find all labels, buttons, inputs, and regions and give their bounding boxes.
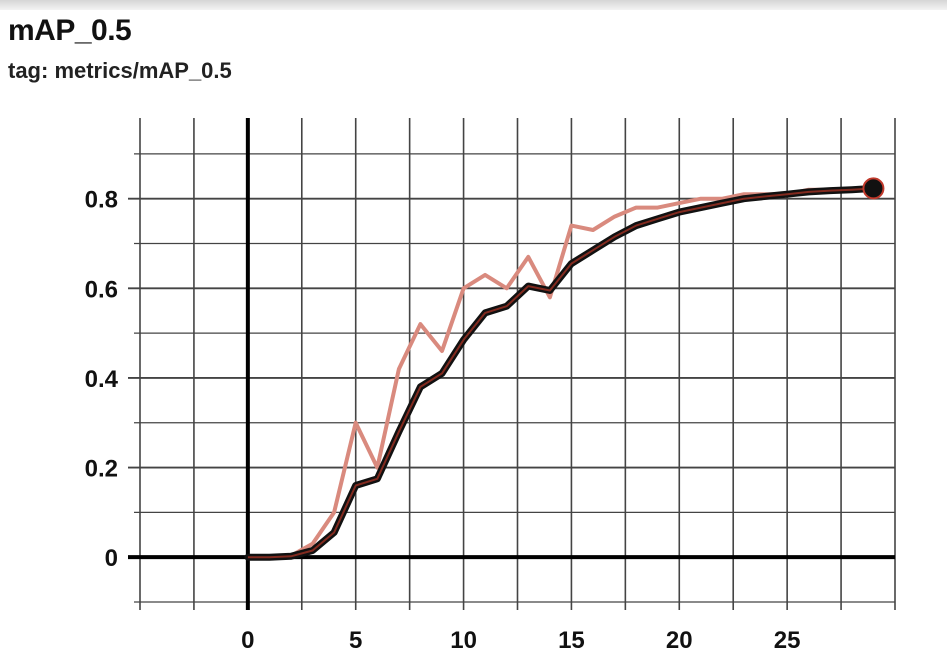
x-tick-label: 5 [349, 627, 362, 654]
x-tick-label: 0 [241, 627, 254, 654]
y-tick-label: 0.2 [85, 456, 118, 483]
x-tick-label: 25 [774, 627, 801, 654]
y-tick-label: 0.8 [85, 187, 118, 214]
card-tag: tag: metrics/mAP_0.5 [8, 58, 232, 83]
y-tick-label: 0.4 [85, 366, 119, 393]
smoothed-series-overlay [247, 187, 874, 559]
x-tick-label: 20 [666, 627, 693, 654]
x-tick-label: 10 [450, 627, 477, 654]
highlight-point[interactable] [862, 177, 885, 200]
tick-labels: 0 5 10 15 20 25 0 0.2 0.4 0.6 0.8 [85, 187, 801, 654]
card-title: mAP_0.5 [8, 14, 132, 47]
window-top-bar [0, 0, 947, 10]
grid-lines [128, 118, 896, 610]
series-lines [244, 177, 885, 561]
y-tick-label: 0 [105, 545, 118, 572]
x-tick-label: 15 [558, 627, 585, 654]
y-tick-label: 0.6 [85, 276, 118, 303]
